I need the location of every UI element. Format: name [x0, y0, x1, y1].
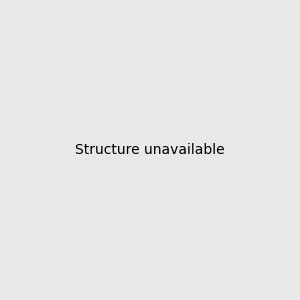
Text: Structure unavailable: Structure unavailable: [75, 143, 225, 157]
